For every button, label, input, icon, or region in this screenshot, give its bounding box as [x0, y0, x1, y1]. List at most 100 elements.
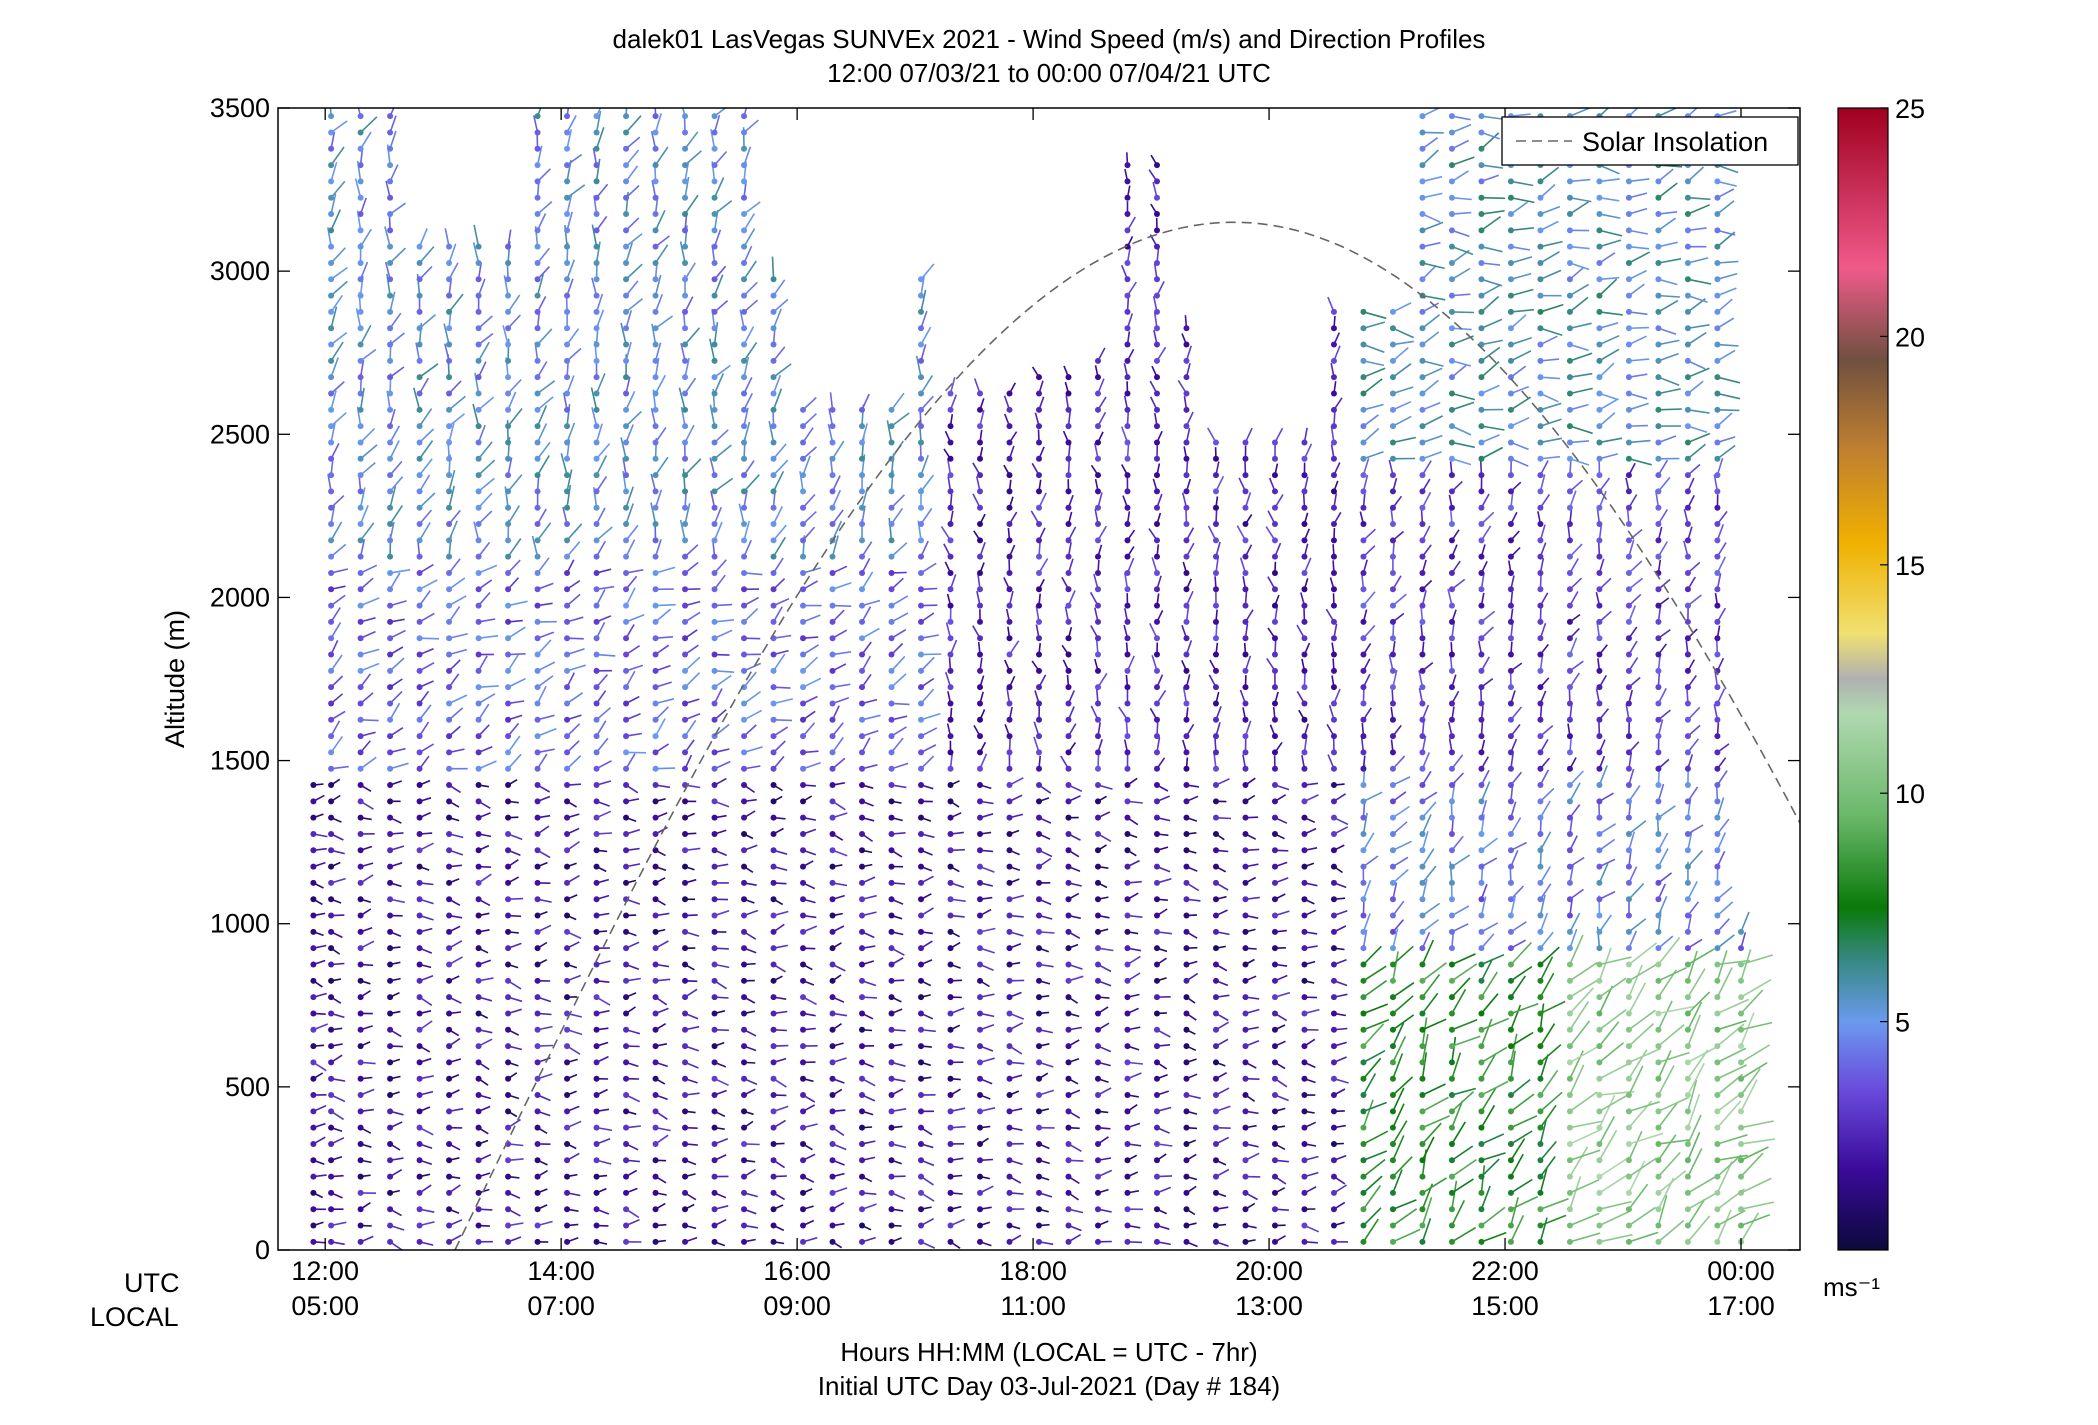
wind-point — [859, 635, 866, 642]
wind-point — [977, 798, 984, 805]
wind-vector — [1392, 1014, 1415, 1031]
wind-vector — [714, 670, 735, 673]
wind-point — [711, 455, 718, 462]
wind-vector — [713, 150, 728, 166]
wind-point — [564, 1059, 571, 1066]
wind-vector — [1392, 302, 1412, 313]
wind-vector — [1480, 971, 1498, 998]
wind-vector — [1451, 156, 1475, 166]
wind-point — [711, 749, 718, 756]
wind-point — [357, 977, 364, 984]
wind-point — [1478, 1173, 1485, 1180]
wind-point — [800, 1026, 807, 1033]
wind-point — [1507, 1108, 1514, 1115]
wind-vector — [389, 312, 402, 329]
wind-point — [770, 830, 777, 837]
wind-point — [888, 830, 895, 837]
wind-point — [1330, 537, 1337, 544]
wind-point — [859, 684, 866, 691]
wind-point — [1389, 569, 1396, 576]
wind-point — [1094, 569, 1101, 576]
wind-point — [1301, 488, 1308, 495]
wind-point — [328, 194, 335, 201]
wind-point — [1094, 374, 1101, 381]
wind-vector — [389, 657, 405, 672]
wind-point — [918, 488, 925, 495]
wind-vector — [389, 460, 403, 476]
wind-point — [682, 357, 689, 364]
wind-point — [1419, 879, 1426, 886]
wind-point — [534, 1206, 541, 1213]
wind-point — [387, 227, 394, 234]
wind-point — [1448, 488, 1455, 495]
wind-point — [947, 569, 954, 576]
wind-point — [1183, 863, 1190, 870]
wind-vector — [330, 280, 348, 297]
wind-vector — [713, 373, 725, 394]
wind-point — [1478, 1222, 1485, 1229]
wind-point — [1389, 553, 1396, 560]
wind-point — [1242, 1092, 1249, 1099]
wind-point — [1006, 390, 1013, 397]
wind-point — [505, 716, 512, 723]
wind-point — [475, 847, 482, 854]
wind-point — [888, 1238, 895, 1245]
wind-point — [328, 341, 335, 348]
wind-point — [1330, 1059, 1337, 1066]
wind-point — [1242, 1238, 1249, 1245]
wind-point — [1094, 504, 1101, 511]
wind-vector — [1422, 221, 1444, 232]
wind-point — [947, 1124, 954, 1131]
wind-vector — [1392, 1120, 1408, 1145]
wind-vector — [625, 149, 640, 166]
wind-point — [1478, 765, 1485, 772]
wind-point — [1271, 798, 1278, 805]
wind-point — [741, 406, 748, 413]
wind-point — [652, 1075, 659, 1082]
wind-point — [682, 1206, 689, 1213]
wind-point — [1124, 733, 1131, 740]
wind-point — [1389, 455, 1396, 462]
wind-vector — [478, 396, 495, 411]
wind-point — [446, 700, 453, 707]
wind-point — [1419, 537, 1426, 544]
wind-point — [1212, 618, 1219, 625]
wind-point — [1036, 521, 1042, 528]
wind-point — [328, 569, 335, 576]
wind-point — [357, 439, 364, 446]
wind-point — [1183, 390, 1190, 397]
wind-point — [1094, 716, 1101, 723]
wind-point — [1183, 357, 1190, 364]
wind-vector — [1481, 245, 1503, 253]
wind-vector — [1362, 812, 1368, 835]
wind-vector — [625, 233, 643, 248]
wind-point — [800, 879, 807, 886]
wind-point — [534, 830, 541, 837]
wind-point — [1153, 569, 1160, 576]
wind-point — [1360, 537, 1367, 544]
wind-point — [416, 341, 423, 348]
wind-point — [711, 716, 718, 723]
wind-vector — [448, 694, 468, 705]
wind-point — [829, 896, 836, 903]
wind-point — [623, 912, 630, 919]
wind-point — [682, 994, 689, 1001]
wind-point — [888, 716, 895, 723]
wind-point — [446, 537, 453, 544]
wind-vector — [654, 538, 662, 557]
wind-point — [1153, 684, 1160, 691]
wind-vector — [1422, 1018, 1447, 1031]
wind-point — [357, 1238, 364, 1245]
wind-vector — [360, 461, 376, 476]
wind-point — [800, 733, 807, 740]
wind-vector — [831, 489, 842, 509]
wind-point — [310, 879, 317, 886]
wind-point — [1036, 1173, 1042, 1180]
wind-point — [593, 113, 600, 120]
wind-vector — [536, 247, 551, 264]
wind-point — [652, 765, 659, 772]
wind-point — [505, 618, 512, 625]
wind-point — [1389, 782, 1396, 789]
wind-point — [770, 341, 777, 348]
wind-point — [357, 896, 364, 903]
